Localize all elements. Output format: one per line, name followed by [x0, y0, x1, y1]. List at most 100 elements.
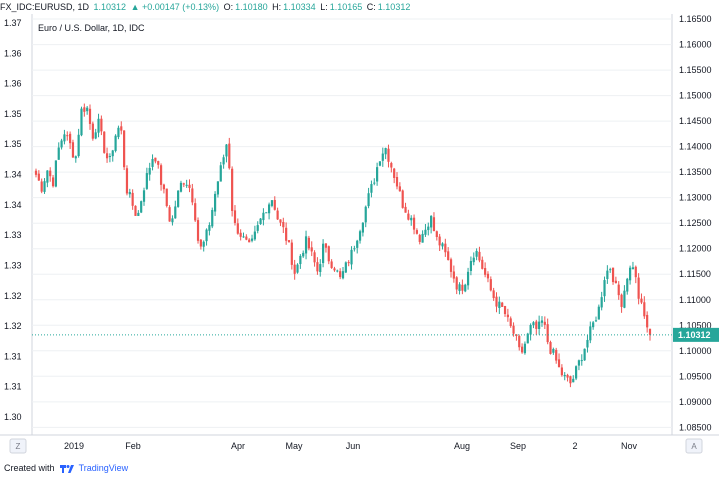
candle-body — [267, 204, 271, 214]
high-label: H: — [272, 2, 282, 12]
left-axis-tick-label: 1.35 — [4, 139, 22, 149]
candle-body — [51, 177, 55, 187]
candle-body — [540, 320, 544, 323]
candle-body — [242, 236, 245, 238]
candle-body — [489, 279, 492, 291]
candle-body — [552, 348, 555, 353]
candle-body — [486, 273, 490, 279]
candle-body — [145, 173, 148, 189]
candle-body — [287, 240, 291, 243]
time-axis-label: Nov — [621, 441, 638, 451]
candle-body — [594, 320, 598, 322]
auto-scale-button[interactable] — [685, 438, 703, 454]
candle-body — [478, 251, 481, 261]
candle-body — [472, 257, 475, 263]
candle-body — [529, 325, 532, 335]
candle-body — [410, 217, 413, 221]
candle-body — [563, 374, 566, 377]
candle-body — [336, 270, 339, 272]
left-axis-tick-label: 1.37 — [4, 18, 22, 28]
left-axis-tick-label: 1.33 — [4, 230, 22, 240]
candle-body — [71, 142, 75, 158]
left-axis-tick-label: 1.34 — [4, 200, 22, 210]
candle-body — [586, 339, 589, 348]
candle-body — [276, 210, 279, 220]
candle-body — [177, 190, 180, 207]
candle-body — [302, 252, 305, 257]
candle-body — [509, 318, 512, 327]
candle-body — [631, 267, 635, 270]
price-chart[interactable]: 1.16500 1.16000 1.15500 1.15000 1.14500 1.140… — [0, 14, 719, 459]
candle-body — [640, 298, 643, 303]
candle-body — [168, 207, 171, 222]
candle-body — [555, 349, 558, 361]
tradingview-link[interactable]: TradingView — [78, 463, 129, 473]
candle-body — [60, 140, 63, 148]
candle-body — [253, 231, 256, 240]
candle-body — [154, 157, 157, 162]
time-axis-label: Jun — [346, 441, 361, 451]
candle-body — [148, 167, 151, 175]
candle-body — [248, 239, 251, 243]
candle-body — [188, 184, 191, 189]
candle-body — [373, 182, 376, 184]
candle-body — [538, 321, 541, 329]
right-axis-tick-label: 1.09500 — [679, 371, 712, 381]
candle-body — [299, 255, 302, 265]
candle-body — [566, 374, 569, 378]
candle-body — [185, 184, 188, 186]
candle-body — [344, 262, 347, 273]
symbol-label[interactable]: FX_IDC:EURUSD, 1D — [0, 2, 90, 12]
candle-body — [614, 280, 617, 284]
candle-body — [378, 161, 382, 166]
candle-body — [401, 190, 404, 208]
zoom-button[interactable] — [9, 438, 27, 454]
candle-body — [123, 130, 126, 168]
candle-body — [222, 157, 225, 165]
candle-body — [376, 167, 379, 182]
candle-body — [592, 322, 595, 328]
right-axis-tick-label: 1.13000 — [679, 193, 712, 203]
high-value: 1.10334 — [283, 2, 316, 12]
candle-body — [546, 324, 549, 343]
time-axis-label: 2 — [572, 441, 577, 451]
time-axis-label: 2019 — [64, 441, 84, 451]
candle-body — [415, 230, 419, 234]
right-axis-tick-label: 1.16000 — [679, 40, 712, 50]
candle-body — [236, 223, 239, 234]
left-axis-tick-label: 1.35 — [4, 109, 22, 119]
candle-body — [296, 264, 299, 273]
footer: Created with TradingView — [0, 459, 719, 477]
candle-body — [273, 199, 276, 210]
right-axis-tick-label: 1.15000 — [679, 91, 712, 101]
candle-body — [316, 262, 319, 272]
candle-body — [515, 334, 518, 337]
candle-body — [134, 205, 137, 216]
time-axis-label: Sep — [510, 441, 526, 451]
candle-body — [461, 284, 464, 291]
candle-body — [213, 193, 217, 212]
candle-body — [481, 259, 484, 269]
candle-body — [475, 250, 478, 257]
candle-body — [165, 188, 168, 207]
candle-body — [285, 227, 288, 241]
candle-body — [117, 127, 120, 138]
candle-body — [74, 156, 77, 159]
candle-body — [108, 156, 112, 158]
candle-body — [643, 302, 646, 317]
candle-body — [393, 168, 396, 178]
candle-body — [120, 126, 123, 131]
current-price-badge — [673, 327, 719, 342]
candle-body — [100, 118, 103, 132]
candle-body — [629, 267, 632, 281]
left-axis-tick-label: 1.36 — [4, 79, 22, 89]
candle-body — [125, 168, 129, 194]
chart-title: Euro / U.S. Dollar, 1D, IDC — [38, 23, 145, 33]
candle-body — [231, 168, 234, 211]
candle-body — [216, 181, 220, 195]
candle-body — [199, 239, 202, 247]
candle-body — [418, 234, 421, 242]
tradingview-logo-icon — [60, 464, 75, 473]
candle-body — [577, 360, 581, 366]
candle-body — [208, 225, 211, 231]
